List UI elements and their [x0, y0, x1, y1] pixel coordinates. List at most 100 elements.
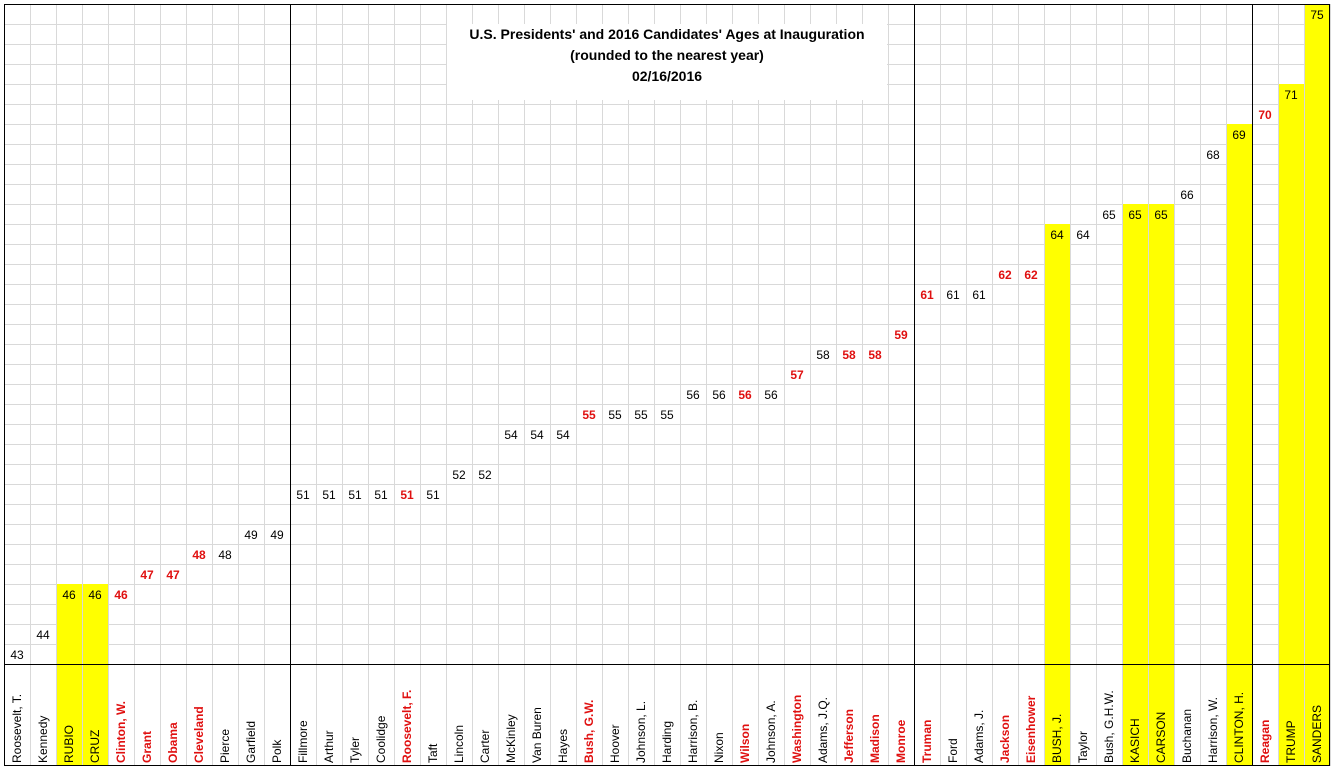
value-label: 58 [868, 348, 882, 362]
value-label: 68 [1206, 148, 1220, 162]
category-label: Obama [166, 722, 180, 763]
category-label: Monroe [894, 719, 908, 763]
value-label: 61 [972, 288, 986, 302]
category-label: Ford [946, 738, 960, 763]
category-label: TRUMP [1284, 720, 1298, 763]
candidate-bar [1123, 204, 1148, 766]
value-label: 55 [634, 408, 648, 422]
value-label: 69 [1232, 128, 1246, 142]
category-label: Harrison, W. [1206, 697, 1220, 763]
title-line-3: 02/16/2016 [631, 68, 703, 84]
value-label: 49 [270, 528, 284, 542]
category-label: Kennedy [36, 716, 50, 763]
value-label: 56 [738, 388, 752, 402]
value-label: 55 [660, 408, 674, 422]
value-label: 51 [348, 488, 362, 502]
category-label: Johnson, A. [764, 700, 778, 763]
candidate-bar [83, 584, 108, 766]
value-label: 47 [140, 568, 154, 582]
category-label: Eisenhower [1024, 695, 1038, 763]
value-label: 56 [764, 388, 778, 402]
value-label: 51 [374, 488, 388, 502]
title-line-2: (rounded to the nearest year) [570, 47, 764, 63]
candidate-bar [1305, 4, 1330, 766]
category-label: Truman [920, 720, 934, 763]
category-label: Roosevelt, F. [400, 690, 414, 763]
category-label: BUSH, J. [1050, 714, 1064, 763]
category-label: KASICH [1128, 718, 1142, 763]
category-label: Nixon [712, 732, 726, 763]
category-label: Buchanan [1180, 709, 1194, 763]
category-label: Bush, G.W. [582, 700, 596, 763]
section-dividers [4, 4, 1330, 766]
category-label: Garfield [244, 721, 258, 763]
value-label: 47 [166, 568, 180, 582]
chart-frame [4, 4, 1330, 766]
category-label: Johnson, L. [634, 701, 648, 763]
value-label: 66 [1180, 188, 1194, 202]
value-label: 55 [608, 408, 622, 422]
candidate-bars [57, 4, 1330, 766]
value-label: 51 [426, 488, 440, 502]
category-label: Adams, J.Q. [816, 697, 830, 763]
value-label: 65 [1128, 208, 1142, 222]
value-label: 46 [62, 588, 76, 602]
value-label: 56 [712, 388, 726, 402]
category-label: Harrison, B. [686, 700, 700, 763]
category-label: Jackson [998, 715, 1012, 763]
value-label: 54 [504, 428, 518, 442]
value-label: 46 [114, 588, 128, 602]
value-label: 43 [10, 648, 24, 662]
category-label: Clinton, W. [114, 701, 128, 763]
category-label: CLINTON, H. [1232, 692, 1246, 763]
value-label: 70 [1258, 108, 1272, 122]
category-label: Grant [140, 731, 154, 763]
category-label: McKinley [504, 714, 518, 763]
category-label: Hayes [556, 729, 570, 763]
category-label: Hoover [608, 724, 622, 763]
value-label: 49 [244, 528, 258, 542]
category-label: Pierce [218, 729, 232, 763]
category-label: CRUZ [88, 730, 102, 763]
value-label: 65 [1102, 208, 1116, 222]
candidate-bar [57, 584, 82, 766]
value-label: 75 [1310, 8, 1324, 22]
value-label: 71 [1284, 88, 1298, 102]
category-label: Bush, G.H.W. [1102, 690, 1116, 763]
value-label: 64 [1050, 228, 1064, 242]
value-label: 48 [192, 548, 206, 562]
value-label: 54 [556, 428, 570, 442]
value-label: 57 [790, 368, 804, 382]
category-label: RUBIO [62, 725, 76, 763]
category-label: Tyler [348, 737, 362, 763]
value-label: 64 [1076, 228, 1090, 242]
category-label: Washington [790, 695, 804, 763]
category-label: Cleveland [192, 706, 206, 763]
category-label: Roosevelt, T. [10, 694, 24, 763]
category-label: Jefferson [842, 709, 856, 763]
category-label: Arthur [322, 730, 336, 763]
value-label: 51 [296, 488, 310, 502]
value-label: 56 [686, 388, 700, 402]
value-label: 62 [1024, 268, 1038, 282]
category-label: Polk [270, 739, 284, 763]
category-label: SANDERS [1310, 705, 1324, 763]
value-labels: 43 44 46 46 46 47 47 48 48 49 49 51 51 51 51 51 51 52 52 54… [10, 8, 1324, 662]
category-labels: Roosevelt, T. Kennedy RUBIO CRUZ Clinton, W.… [10, 690, 1324, 763]
candidate-bar [1279, 84, 1304, 766]
value-label: 61 [920, 288, 934, 302]
category-label: Taft [426, 743, 440, 763]
chart-title: U.S. Presidents' and 2016 Candidates' Ag… [447, 24, 887, 100]
candidate-bar [1149, 204, 1174, 766]
value-label: 44 [36, 628, 50, 642]
value-label: 51 [322, 488, 336, 502]
category-label: Madison [868, 714, 882, 763]
value-label: 52 [478, 468, 492, 482]
value-label: 58 [842, 348, 856, 362]
category-label: Coolidge [374, 715, 388, 763]
category-label: Harding [660, 721, 674, 763]
candidate-bar [1227, 124, 1252, 766]
value-label: 59 [894, 328, 908, 342]
category-label: Van Buren [530, 707, 544, 763]
